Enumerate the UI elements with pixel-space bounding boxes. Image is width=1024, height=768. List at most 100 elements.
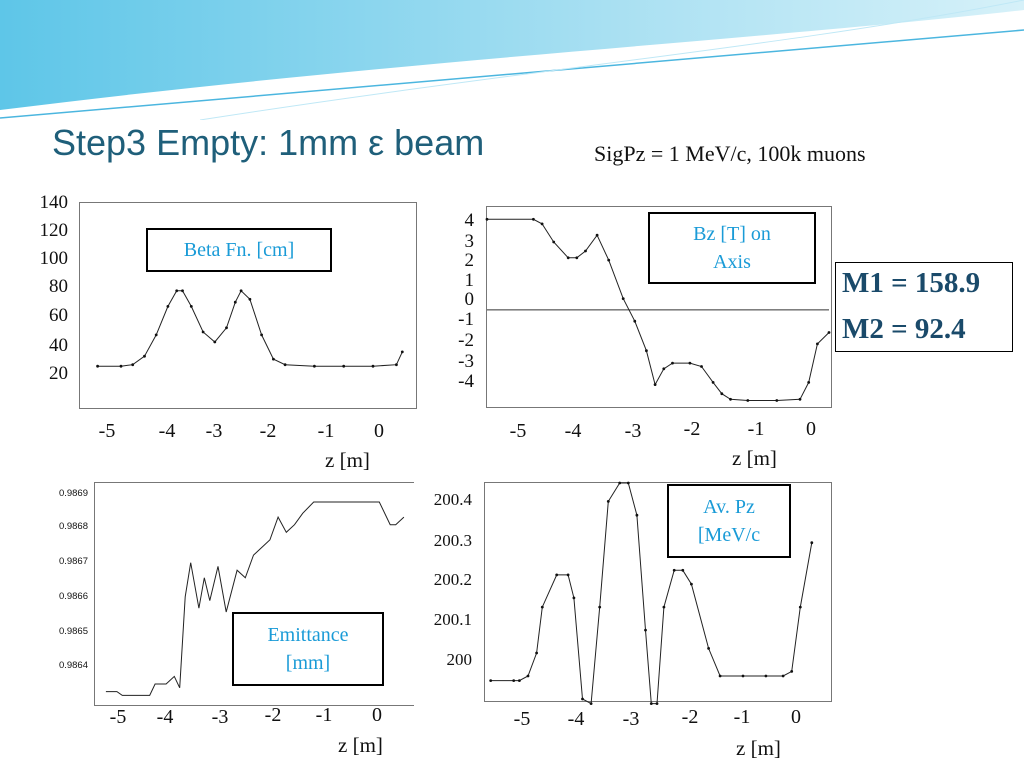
beta-curve-point (400, 350, 404, 354)
bz-curve-point (575, 256, 579, 260)
emittance-xlabel: z [m] (338, 733, 383, 757)
beta-ytick: 80 (49, 276, 68, 297)
beta-curve-point (342, 364, 346, 368)
beta-curve-point (143, 354, 146, 358)
emittance-ytick: 0.9869 (58, 488, 88, 499)
pz-curve-point (681, 568, 685, 572)
beta-label: Beta Fn. [cm] (183, 239, 295, 261)
pz-curve-point (535, 651, 538, 655)
beta-xtick: -4 (158, 420, 176, 442)
bz-xtick: -3 (624, 420, 642, 442)
pz-curve-point (526, 674, 530, 678)
beta-ytick: 120 (39, 220, 69, 241)
emittance-label-line1: Emittance (267, 624, 349, 646)
pz-curve-point (626, 481, 630, 485)
pz-xtick: -5 (513, 708, 531, 730)
pz-curve-point (672, 568, 676, 572)
pz-curve-point (649, 702, 653, 705)
beta-curve-point (189, 305, 193, 308)
pz-label-line2: [MeV/c (697, 524, 761, 546)
pz-curve-point (540, 605, 544, 609)
bz-label-line1: Bz [T] on (693, 223, 771, 245)
bz-curve-point (827, 331, 831, 334)
emittance-curve (105, 501, 405, 696)
pz-xtick: -2 (681, 706, 699, 728)
bz-ytick: 1 (464, 270, 475, 291)
emittance-label-box: Emittance [mm] (232, 612, 384, 686)
pz-curve-point (555, 573, 559, 577)
pz-ytick: 200 (446, 650, 473, 669)
pz-curve-point (589, 702, 593, 705)
beta-curve-point (239, 289, 243, 293)
bz-xtick: -2 (683, 418, 701, 440)
bz-curve-point (552, 240, 556, 244)
emittance-ytick: 0.9868 (58, 521, 88, 532)
pz-xtick: 0 (791, 706, 801, 728)
bz-curve-point (798, 397, 802, 401)
m2-value: M2 = 92.4 (842, 313, 966, 345)
pz-curve-point (635, 513, 639, 517)
pz-curve-point (512, 679, 516, 682)
pz-curve-point (707, 647, 710, 650)
beta-curve-point (233, 300, 237, 304)
beta-ytick: 140 (39, 192, 69, 213)
pz-curve-point (566, 573, 570, 577)
bz-ytick: 3 (464, 231, 475, 252)
beta-ytick: 100 (39, 248, 69, 269)
pz-curve-point (741, 674, 745, 678)
beta-curve-point (371, 364, 375, 368)
bz-curve-point (653, 383, 657, 386)
pz-curve-point (655, 702, 659, 705)
bz-curve-point (816, 342, 819, 346)
emittance-ytick: 0.9865 (58, 626, 88, 637)
pz-curve-point (810, 541, 814, 545)
bz-curve-point (485, 217, 489, 221)
beta-curve-point (201, 330, 205, 334)
beta-curve-point (154, 333, 158, 337)
pz-xlabel: z [m] (736, 736, 781, 760)
mass-values-box: M1 = 158.9 M2 = 92.4 (835, 262, 1013, 352)
beta-curve-point (166, 305, 170, 308)
emittance-label-line2: [mm] (285, 652, 331, 674)
bz-curve-point (532, 217, 535, 221)
bz-ytick: -1 (458, 309, 474, 330)
pz-curve-point (790, 670, 794, 673)
bz-curve-point (633, 319, 637, 323)
pz-curve-point (798, 605, 802, 609)
pz-curve-point (598, 605, 602, 609)
bz-curve-point (720, 392, 724, 396)
emittance-xtick: -3 (211, 706, 229, 728)
bz-curve-point (729, 397, 732, 401)
pz-ytick: 200.3 (433, 531, 472, 550)
emittance-ytick: 0.9866 (58, 591, 88, 602)
beta-curve-point (272, 357, 275, 361)
pz-curve-point (572, 596, 576, 600)
pz-curve-point (581, 697, 584, 701)
bz-ytick: 4 (464, 210, 475, 231)
beta-xtick: 0 (374, 420, 384, 442)
emittance-xtick: -5 (109, 706, 127, 728)
pz-curve-point (518, 679, 521, 682)
beta-label-box: Beta Fn. [cm] (146, 228, 332, 272)
beta-curve-point (131, 363, 135, 367)
beta-curve-point (248, 297, 252, 301)
bz-curve-point (645, 349, 648, 353)
beta-curve-point (181, 289, 184, 293)
pz-curve-point (764, 674, 768, 678)
bz-curve-point (671, 361, 674, 365)
pz-ytick: 200.4 (433, 490, 472, 509)
bz-curve-point (595, 233, 599, 237)
emittance-xtick: -4 (156, 706, 174, 728)
pz-ytick: 200.1 (433, 610, 472, 629)
beta-ytick: 20 (49, 363, 68, 384)
beta-curve-point (313, 364, 316, 368)
bz-xtick: -1 (747, 418, 765, 440)
bz-curve-point (746, 399, 750, 402)
pz-label-line1: Av. Pz (703, 496, 755, 518)
pz-curve-point (489, 679, 493, 682)
bz-xtick: -5 (509, 420, 527, 442)
emittance-ytick: 0.9867 (58, 556, 88, 567)
bz-curve-point (621, 297, 625, 300)
beta-xtick: -2 (259, 420, 277, 442)
bz-ytick: 2 (464, 250, 475, 271)
